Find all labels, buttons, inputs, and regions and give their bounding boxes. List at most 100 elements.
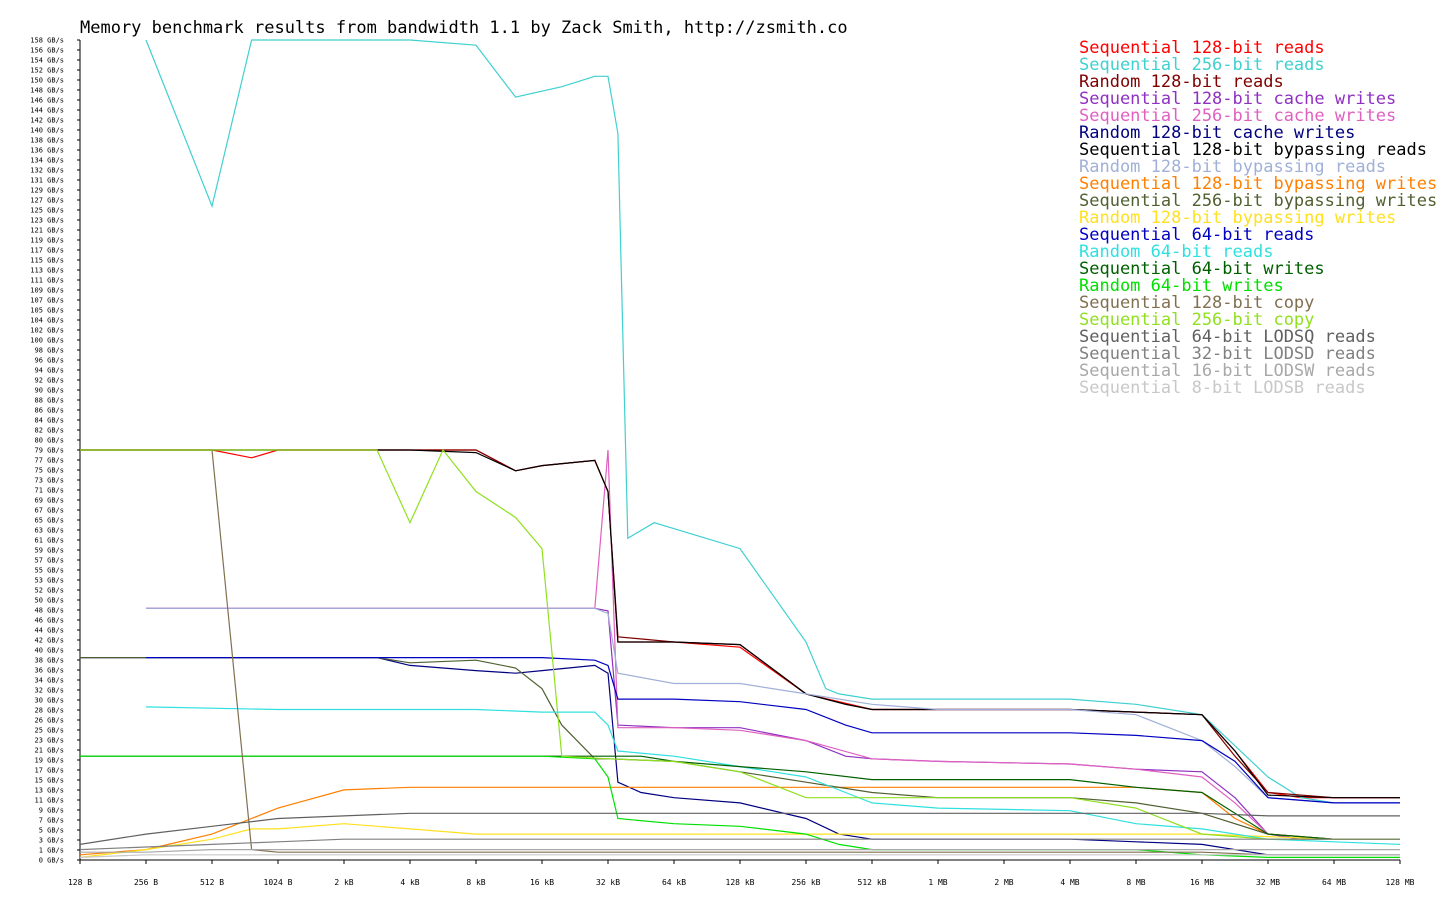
x-tick-label: 512 kB [858, 878, 887, 887]
legend-entry: Random 128-bit bypassing writes [1079, 208, 1396, 228]
legend-entry: Sequential 8-bit LODSB reads [1079, 378, 1366, 398]
x-tick-label: 1 MB [928, 878, 947, 887]
y-tick-label: 150 GB/s [30, 77, 64, 85]
y-tick-label: 98 GB/s [34, 347, 64, 355]
series-line-sequential-256-bit-copy [80, 448, 1400, 840]
legend-entry: Sequential 256-bit copy [1079, 310, 1314, 330]
y-tick-label: 50 GB/s [34, 597, 64, 605]
x-tick-label: 1024 B [264, 878, 293, 887]
x-tick-label: 64 kB [662, 878, 686, 887]
y-tick-label: 144 GB/s [30, 107, 64, 115]
y-tick-label: 96 GB/s [34, 357, 64, 365]
series-line-random-128-bit-bypassing-reads [146, 607, 1400, 804]
y-tick-label: 88 GB/s [34, 397, 64, 405]
x-tick-label: 128 B [68, 878, 92, 887]
y-tick-label: 38 GB/s [34, 657, 64, 665]
y-tick-label: 146 GB/s [30, 97, 64, 105]
y-tick-label: 131 GB/s [30, 177, 64, 185]
y-tick-label: 44 GB/s [34, 627, 64, 635]
legend-entry: Sequential 64-bit LODSQ reads [1079, 327, 1376, 347]
y-tick-label: 69 GB/s [34, 497, 64, 505]
legend-entry: Random 64-bit writes [1079, 276, 1284, 296]
y-tick-label: 94 GB/s [34, 367, 64, 375]
series-line-random-64-bit-reads [145, 706, 1401, 845]
y-tick-label: 152 GB/s [30, 67, 64, 75]
y-tick-label: 140 GB/s [30, 127, 64, 135]
y-tick-label: 107 GB/s [30, 297, 64, 305]
x-tick-label: 2 kB [334, 878, 353, 887]
legend-entry: Sequential 32-bit LODSD reads [1079, 344, 1376, 364]
series-line-sequential-8-bit-lodsb-reads [79, 854, 1400, 858]
y-tick-label: 17 GB/s [34, 767, 64, 775]
y-tick-label: 84 GB/s [34, 417, 64, 425]
y-tick-label: 32 GB/s [34, 687, 64, 695]
y-tick-label: 117 GB/s [30, 247, 64, 255]
y-tick-label: 59 GB/s [34, 547, 64, 555]
x-axis-ticks: 128 B 256 B 512 B 1024 B 2 kB 4 kB 8 kB 16 kB 32… [68, 860, 1415, 887]
x-tick-label: 256 kB [792, 878, 821, 887]
series-line-sequential-64-bit-reads [146, 656, 1400, 804]
y-tick-label: 26 GB/s [34, 717, 64, 725]
y-tick-label: 63 GB/s [34, 527, 64, 535]
series-line-sequential-256-bit-bypassing-writes [80, 656, 1400, 840]
legend-entry: Random 128-bit reads [1079, 72, 1284, 92]
y-tick-label: 55 GB/s [34, 567, 64, 575]
y-tick-label: 13 GB/s [34, 787, 64, 795]
x-tick-label: 64 MB [1322, 878, 1346, 887]
y-tick-label: 113 GB/s [30, 267, 64, 275]
legend-entry: Sequential 16-bit LODSW reads [1079, 361, 1376, 381]
y-tick-label: 42 GB/s [34, 637, 64, 645]
x-tick-label: 4 MB [1060, 878, 1079, 887]
chart-title: Memory benchmark results from bandwidth … [80, 18, 848, 38]
y-tick-label: 25 GB/s [34, 727, 64, 735]
y-tick-label: 61 GB/s [34, 537, 64, 545]
y-tick-label: 1 GB/s [39, 847, 64, 855]
y-tick-label: 90 GB/s [34, 387, 64, 395]
y-tick-label: 3 GB/s [39, 837, 64, 845]
y-tick-label: 136 GB/s [30, 147, 64, 155]
y-tick-label: 7 GB/s [39, 817, 64, 825]
y-tick-label: 5 GB/s [39, 827, 64, 835]
y-tick-label: 109 GB/s [30, 287, 64, 295]
x-tick-label: 128 MB [1386, 878, 1415, 887]
series-line-sequential-32-bit-lodsd-reads [79, 838, 1400, 851]
y-tick-label: 158 GB/s [30, 37, 64, 45]
y-tick-label: 75 GB/s [34, 467, 64, 475]
y-tick-label: 125 GB/s [30, 207, 64, 215]
x-tick-label: 2 MB [994, 878, 1013, 887]
series-line-sequential-128-bit-bypassing-writes [79, 786, 1400, 856]
legend-entry: Random 64-bit reads [1079, 242, 1273, 262]
legend-entry: Sequential 64-bit writes [1079, 259, 1325, 279]
y-tick-label: 21 GB/s [34, 747, 64, 755]
y-tick-label: 80 GB/s [34, 437, 64, 445]
y-tick-label: 73 GB/s [34, 477, 64, 485]
series-line-sequential-64-bit-lodsq-reads [79, 812, 1400, 845]
x-tick-label: 32 kB [596, 878, 620, 887]
y-tick-label: 119 GB/s [30, 237, 64, 245]
y-tick-label: 102 GB/s [30, 327, 64, 335]
y-tick-label: 0 GB/s [39, 857, 64, 865]
y-tick-label: 154 GB/s [30, 57, 64, 65]
y-tick-label: 104 GB/s [30, 317, 64, 325]
y-tick-label: 77 GB/s [34, 457, 64, 465]
y-tick-label: 48 GB/s [34, 607, 64, 615]
y-tick-label: 11 GB/s [34, 797, 64, 805]
y-tick-label: 86 GB/s [34, 407, 64, 415]
series-line-sequential-256-bit-cache-writes [146, 449, 1400, 840]
x-tick-label: 32 MB [1256, 878, 1280, 887]
y-tick-label: 121 GB/s [30, 227, 64, 235]
x-tick-label: 8 kB [466, 878, 485, 887]
series-line-sequential-128-bit-copy [80, 449, 1400, 856]
y-tick-label: 28 GB/s [34, 707, 64, 715]
y-tick-label: 82 GB/s [34, 427, 64, 435]
legend-entry: Random 128-bit cache writes [1079, 123, 1355, 143]
y-tick-label: 132 GB/s [30, 167, 64, 175]
y-tick-label: 52 GB/s [34, 587, 64, 595]
legend-entry: Sequential 64-bit reads [1079, 225, 1314, 245]
y-tick-label: 105 GB/s [30, 307, 64, 315]
y-tick-label: 100 GB/s [30, 337, 64, 345]
legend-entry: Sequential 128-bit bypassing reads [1079, 140, 1427, 160]
x-tick-label: 512 B [200, 878, 224, 887]
